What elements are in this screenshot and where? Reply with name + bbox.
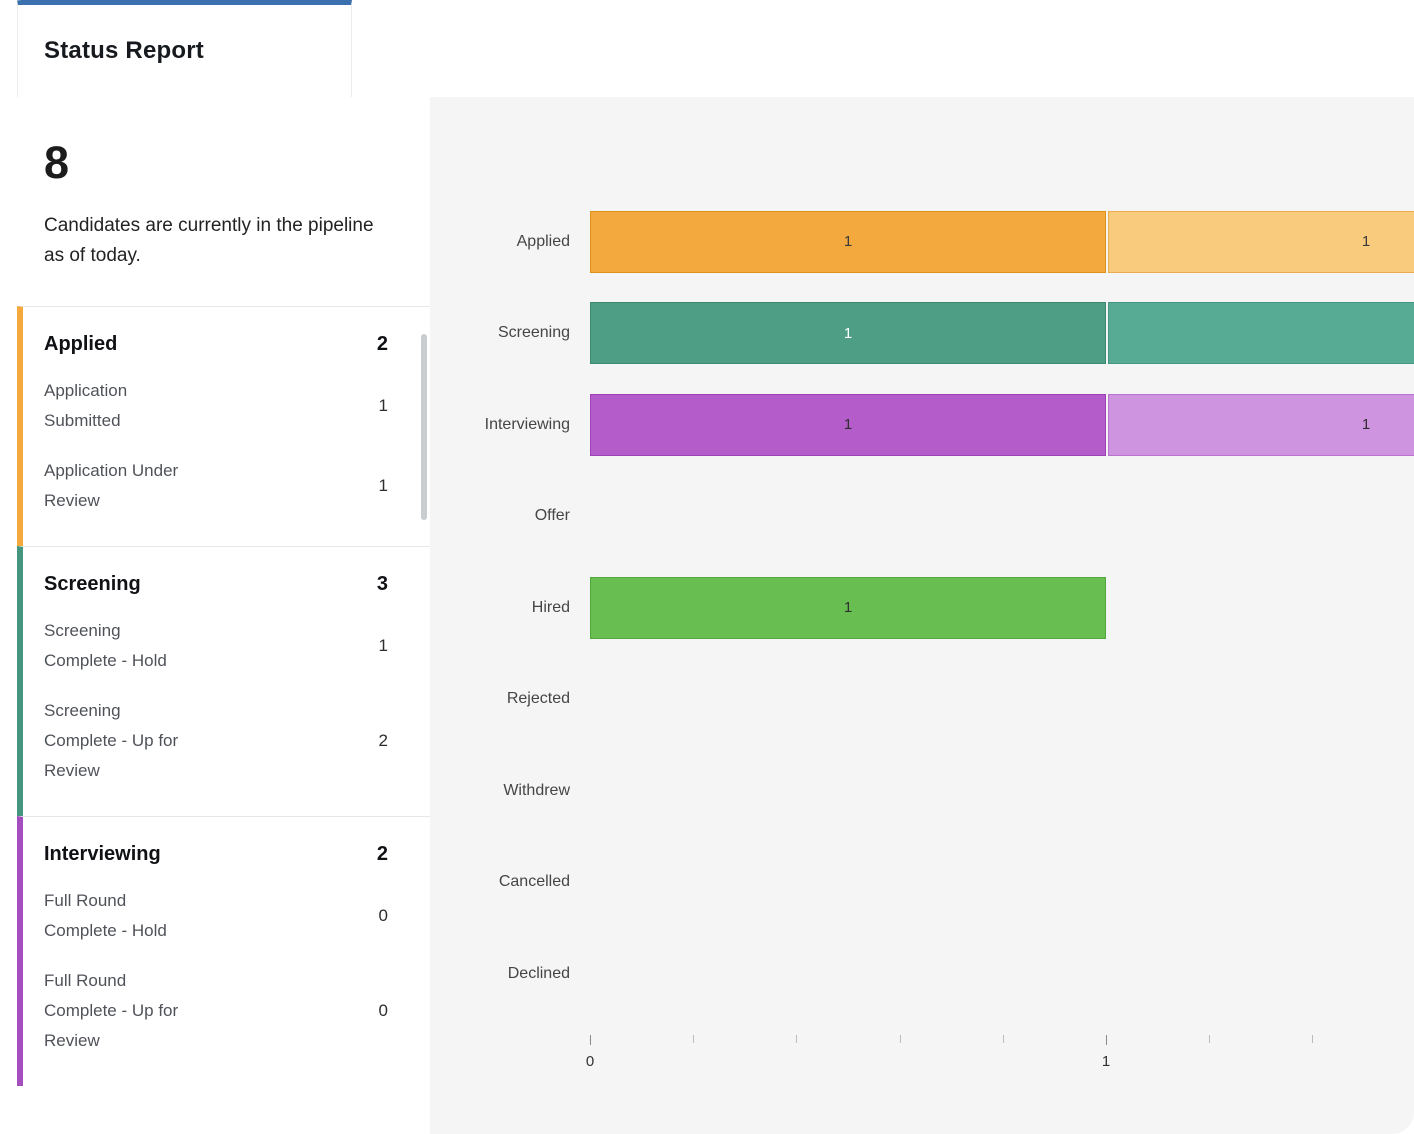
chart-bar-track: 1 <box>590 302 1414 365</box>
status-item-row: Screening Complete - Up for Review 2 <box>44 696 388 786</box>
pipeline-sections: Applied 2 Application Submitted 1 Applic… <box>17 305 430 1086</box>
chart-row: Rejected <box>430 654 1414 746</box>
chart-bar-track: 1 <box>590 576 1414 639</box>
status-item-value: 0 <box>378 905 388 925</box>
x-axis-tick-label: 0 <box>585 1053 595 1070</box>
x-axis-tick <box>1002 1035 1004 1043</box>
x-axis-tick <box>1106 1035 1107 1045</box>
status-item-label: Full Round Complete - Hold <box>44 890 167 940</box>
section-count: 3 <box>376 572 388 595</box>
bar-segment-applied[interactable]: 1 <box>590 210 1106 273</box>
header: Status Report <box>0 0 1414 97</box>
chart-row: Offer <box>430 471 1414 563</box>
section-label: Screening <box>44 572 141 595</box>
bar-segment-interviewing[interactable]: 1 <box>590 393 1106 456</box>
sidebar-scrollbar[interactable] <box>421 334 427 520</box>
status-item-row: Application Submitted 1 <box>44 376 388 436</box>
section-label: Applied <box>44 332 118 355</box>
chart-bar-track <box>590 668 1414 730</box>
status-item-label: Application Submitted <box>44 380 128 430</box>
status-item-row: Screening Complete - Hold 1 <box>44 616 388 676</box>
x-axis-tick <box>1209 1035 1211 1043</box>
bar-segment-screening[interactable]: 1 <box>590 302 1106 365</box>
chart-category-label: Declined <box>507 964 570 982</box>
status-item-value: 1 <box>378 395 388 415</box>
section-header: Applied 2 <box>44 333 388 356</box>
section-items: Full Round Complete - Hold 0 Full Round … <box>44 886 388 1056</box>
section-label: Interviewing <box>44 842 161 865</box>
chart-row: Screening 1 <box>430 288 1414 380</box>
pipeline-count: 8 <box>44 137 70 188</box>
x-axis-tick <box>796 1035 798 1043</box>
pipeline-section: Applied 2 Application Submitted 1 Applic… <box>17 305 430 546</box>
status-item-row: Full Round Complete - Hold 0 <box>44 886 388 946</box>
section-count: 2 <box>376 332 388 355</box>
status-item-value: 2 <box>378 730 388 750</box>
status-item-label: Screening Complete - Up for Review <box>44 700 179 780</box>
bar-segment-screening[interactable] <box>1108 302 1414 365</box>
tab-status-report[interactable]: Status Report <box>17 0 352 97</box>
chart-category-label: Offer <box>534 507 570 525</box>
x-axis-tick <box>590 1035 591 1045</box>
chart-row: Hired 1 <box>430 562 1414 654</box>
chart-row: Cancelled <box>430 837 1414 929</box>
section-count: 2 <box>376 842 388 865</box>
status-item-value: 1 <box>378 635 388 655</box>
status-item-label: Full Round Complete - Up for Review <box>44 970 179 1050</box>
status-item-value: 0 <box>378 1000 388 1020</box>
section-header: Screening 3 <box>44 573 388 596</box>
section-items: Application Submitted 1 Application Unde… <box>44 376 388 516</box>
main-content: 8 Candidates are currently in the pipeli… <box>0 97 1414 1134</box>
chart-bar-track <box>590 851 1414 913</box>
chart-category-label: Screening <box>497 324 570 342</box>
x-axis-tick <box>1312 1035 1314 1043</box>
tab-title: Status Report <box>44 37 204 64</box>
pipeline-summary: 8 Candidates are currently in the pipeli… <box>17 97 430 306</box>
chart-category-label: Rejected <box>506 690 570 708</box>
bar-segment-applied[interactable]: 1 <box>1108 210 1414 273</box>
x-axis-tick <box>693 1035 695 1043</box>
pipeline-sidebar: 8 Candidates are currently in the pipeli… <box>0 97 430 1134</box>
chart-bar-track <box>590 943 1414 1005</box>
chart-row: Declined <box>430 928 1414 1020</box>
chart-category-label: Hired <box>531 598 570 616</box>
x-axis-tick-label: 1 <box>1101 1053 1111 1070</box>
chart-category-label: Applied <box>516 232 570 250</box>
bar-segment-hired[interactable]: 1 <box>590 576 1106 639</box>
pipeline-description: Candidates are currently in the pipeline… <box>44 215 374 267</box>
pipeline-section: Screening 3 Screening Complete - Hold 1 … <box>17 545 430 816</box>
status-item-row: Application Under Review 1 <box>44 456 388 516</box>
status-item-row: Full Round Complete - Up for Review 0 <box>44 966 388 1056</box>
chart-row: Withdrew <box>430 745 1414 837</box>
section-items: Screening Complete - Hold 1 Screening Co… <box>44 616 388 786</box>
status-item-label: Application Under Review <box>44 460 179 510</box>
chart-category-label: Withdrew <box>503 781 570 799</box>
chart-category-label: Cancelled <box>498 873 570 891</box>
bar-segment-interviewing[interactable]: 1 <box>1108 393 1414 456</box>
x-axis-tick <box>899 1035 901 1043</box>
chart-bar-track <box>590 760 1414 822</box>
chart-bar-track <box>590 485 1414 547</box>
status-item-label: Screening Complete - Hold <box>44 620 167 670</box>
section-header: Interviewing 2 <box>44 843 388 866</box>
chart-category-label: Interviewing <box>484 415 570 433</box>
status-item-value: 1 <box>378 475 388 495</box>
pipeline-section: Interviewing 2 Full Round Complete - Hol… <box>17 815 430 1086</box>
